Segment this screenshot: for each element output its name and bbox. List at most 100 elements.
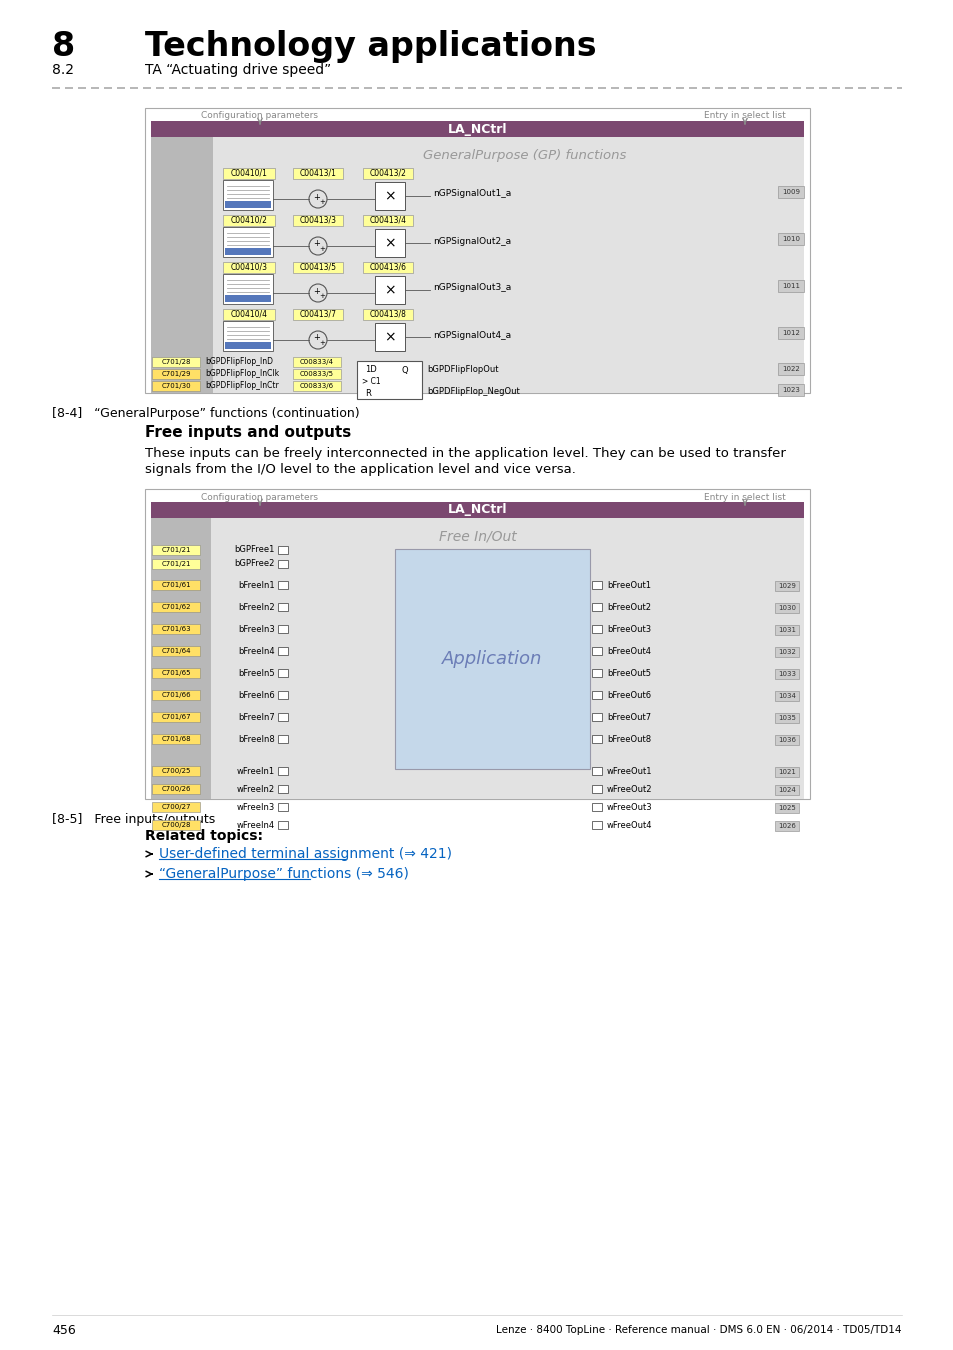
Text: Free In/Out: Free In/Out: [438, 529, 516, 543]
Bar: [774, 734, 799, 745]
Text: 1036: 1036: [778, 737, 795, 742]
Bar: [223, 262, 274, 273]
Bar: [152, 765, 200, 776]
Text: C00413/4: C00413/4: [369, 216, 406, 224]
Bar: [152, 690, 200, 701]
Text: C701/21: C701/21: [161, 547, 191, 553]
Bar: [778, 327, 803, 339]
Bar: [151, 518, 803, 799]
Text: 8: 8: [52, 30, 75, 63]
Bar: [145, 108, 809, 393]
Text: C701/65: C701/65: [161, 670, 191, 676]
Text: Related topics:: Related topics:: [145, 829, 263, 842]
Text: 1034: 1034: [778, 693, 795, 699]
Bar: [375, 323, 405, 351]
Text: ×: ×: [384, 189, 395, 202]
Text: Configuration parameters: Configuration parameters: [201, 493, 318, 501]
Text: C701/29: C701/29: [161, 371, 191, 377]
Text: 1010: 1010: [781, 236, 800, 242]
Bar: [774, 691, 799, 701]
Bar: [293, 356, 340, 367]
Bar: [225, 296, 271, 302]
Text: C00410/4: C00410/4: [231, 309, 267, 319]
Text: LA_NCtrl: LA_NCtrl: [447, 504, 507, 517]
Text: bFreeIn6: bFreeIn6: [238, 690, 274, 699]
Text: Entry in select list: Entry in select list: [703, 112, 785, 120]
Text: Free inputs and outputs: Free inputs and outputs: [145, 425, 351, 440]
Bar: [277, 580, 288, 589]
Text: bFreeOut5: bFreeOut5: [606, 668, 650, 678]
Bar: [223, 321, 273, 351]
Text: 1021: 1021: [778, 769, 795, 775]
Text: bFreeIn5: bFreeIn5: [238, 668, 274, 678]
Text: Q: Q: [401, 366, 408, 374]
Bar: [363, 167, 413, 180]
Text: ×: ×: [384, 236, 395, 250]
Text: Configuration parameters: Configuration parameters: [201, 112, 318, 120]
Bar: [277, 670, 288, 676]
Bar: [774, 713, 799, 724]
Bar: [293, 381, 340, 392]
Text: bFreeOut1: bFreeOut1: [606, 580, 650, 590]
Bar: [152, 545, 200, 555]
Text: C00410/2: C00410/2: [231, 216, 267, 224]
Bar: [223, 180, 273, 211]
Bar: [277, 803, 288, 811]
Bar: [592, 767, 601, 775]
Text: C701/30: C701/30: [161, 383, 191, 389]
Text: C701/28: C701/28: [161, 359, 191, 364]
Text: +: +: [318, 293, 325, 298]
Bar: [363, 262, 413, 273]
Bar: [774, 803, 799, 813]
Text: bFreeIn1: bFreeIn1: [238, 580, 274, 590]
Text: C700/27: C700/27: [161, 805, 191, 810]
Bar: [592, 821, 601, 829]
Bar: [277, 821, 288, 829]
Text: 1025: 1025: [778, 805, 795, 811]
Text: Technology applications: Technology applications: [145, 30, 596, 63]
Text: C00413/2: C00413/2: [369, 169, 406, 177]
Bar: [152, 784, 200, 794]
Text: +: +: [318, 246, 325, 252]
Text: nGPSignalOut1_a: nGPSignalOut1_a: [433, 189, 511, 198]
Text: C00413/7: C00413/7: [299, 309, 336, 319]
Text: nGPSignalOut4_a: nGPSignalOut4_a: [433, 331, 511, 339]
Bar: [774, 603, 799, 613]
Text: bFreeOut6: bFreeOut6: [606, 690, 651, 699]
Bar: [277, 625, 288, 633]
Bar: [774, 670, 799, 679]
Text: LA_NCtrl: LA_NCtrl: [447, 123, 507, 135]
Text: +: +: [314, 333, 320, 343]
Bar: [152, 559, 200, 568]
Text: 1022: 1022: [781, 366, 799, 373]
Text: 1D: 1D: [365, 366, 376, 374]
Text: C00410/1: C00410/1: [231, 169, 267, 177]
Text: bGPFree1: bGPFree1: [234, 545, 274, 555]
Text: bFreeIn8: bFreeIn8: [238, 734, 274, 744]
Bar: [293, 369, 340, 379]
Bar: [375, 182, 405, 211]
Text: bGPDFlipFlop_InCtr: bGPDFlipFlop_InCtr: [205, 382, 278, 390]
Text: wFreeOut3: wFreeOut3: [606, 802, 652, 811]
Text: Entry in select list: Entry in select list: [703, 493, 785, 501]
Bar: [151, 122, 803, 138]
Bar: [778, 363, 803, 375]
Text: Lenze · 8400 TopLine · Reference manual · DMS 6.0 EN · 06/2014 · TD05/TD14: Lenze · 8400 TopLine · Reference manual …: [496, 1324, 901, 1335]
Bar: [152, 369, 200, 379]
Text: ×: ×: [384, 329, 395, 344]
Text: 1012: 1012: [781, 329, 800, 336]
Bar: [592, 734, 601, 743]
Text: bGPDFlipFlop_InD: bGPDFlipFlop_InD: [205, 358, 273, 366]
Bar: [151, 502, 803, 518]
Bar: [774, 625, 799, 634]
Text: 1035: 1035: [778, 716, 795, 721]
Bar: [592, 713, 601, 721]
Bar: [363, 309, 413, 320]
Text: [8-5]   Free inputs/outputs: [8-5] Free inputs/outputs: [52, 813, 215, 826]
Bar: [778, 186, 803, 198]
Text: “GeneralPurpose” functions (⇒ 546): “GeneralPurpose” functions (⇒ 546): [159, 867, 409, 882]
Bar: [223, 167, 274, 180]
Bar: [778, 234, 803, 244]
Text: bGPDFlipFlop_InClk: bGPDFlipFlop_InClk: [205, 370, 279, 378]
Bar: [152, 711, 200, 722]
